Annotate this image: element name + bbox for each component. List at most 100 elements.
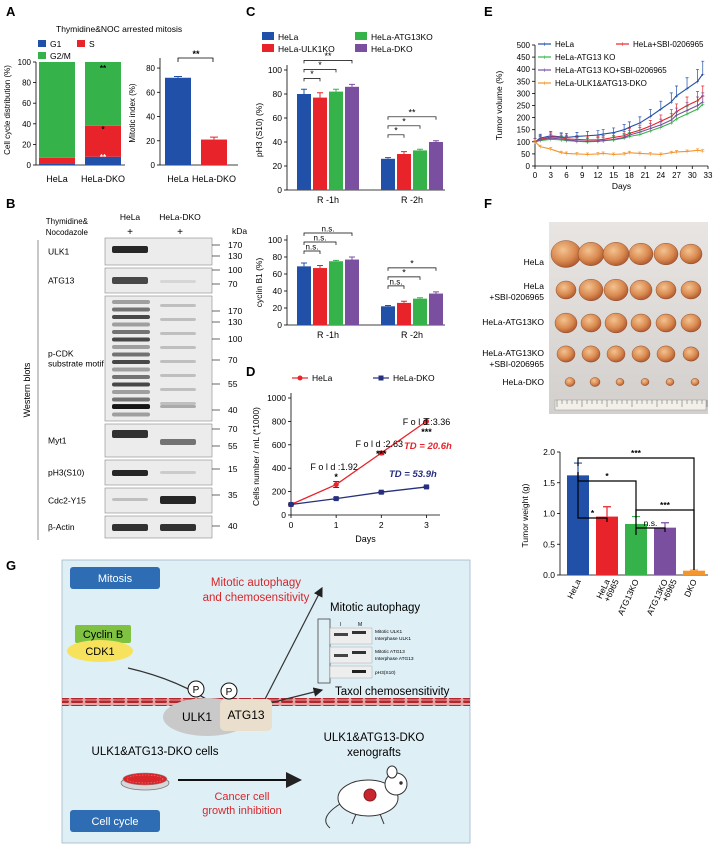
legend-swatch-hela bbox=[262, 32, 274, 40]
panel-letter-b: B bbox=[6, 196, 15, 211]
cdk1-ellipse bbox=[67, 640, 133, 662]
x-axis-label: Days bbox=[355, 534, 376, 544]
data-point: + bbox=[586, 152, 590, 159]
x-tick-label: 15 bbox=[609, 171, 618, 180]
data-point: + bbox=[559, 150, 563, 157]
mini-blot-ph3 bbox=[329, 665, 373, 679]
error-bar bbox=[661, 522, 669, 528]
error-bar bbox=[538, 144, 542, 147]
error-bar bbox=[301, 88, 307, 94]
y-tick-label: 60 bbox=[22, 99, 31, 108]
x-axis-label: Days bbox=[612, 181, 631, 191]
band bbox=[112, 337, 150, 342]
tumor bbox=[556, 345, 576, 363]
legend-swatch-s bbox=[77, 40, 85, 47]
band bbox=[112, 382, 150, 387]
bar bbox=[429, 293, 443, 325]
error-bar bbox=[696, 148, 700, 151]
data-point: + bbox=[659, 152, 663, 159]
y-tick-label: 20 bbox=[273, 161, 283, 171]
sig-star: *** bbox=[376, 449, 387, 459]
xtick-dko: HeLa-DKO bbox=[192, 174, 236, 184]
error-bar bbox=[401, 300, 407, 303]
y-tick-label: 40 bbox=[273, 286, 283, 296]
y-axis-label: Tumor weight (g) bbox=[520, 483, 530, 547]
sig-bracket bbox=[387, 276, 421, 280]
y-tick-label: 0 bbox=[277, 185, 282, 195]
band bbox=[112, 352, 150, 357]
sig-bracket bbox=[577, 472, 637, 528]
y-tick-label: 80 bbox=[273, 252, 283, 262]
bar-g1 bbox=[39, 163, 75, 165]
bar bbox=[654, 527, 676, 575]
fold-label: F o l d :3.36 bbox=[403, 417, 451, 427]
sig-bracket bbox=[387, 285, 405, 289]
error-bar bbox=[638, 127, 642, 133]
data-point: + bbox=[696, 79, 700, 86]
data-point: + bbox=[533, 139, 537, 146]
band bbox=[160, 524, 196, 531]
data-point: + bbox=[565, 137, 569, 144]
bars-group bbox=[39, 62, 121, 165]
error-bar bbox=[601, 151, 605, 154]
data-point: + bbox=[675, 93, 679, 100]
y-tick-label: 200 bbox=[272, 487, 286, 497]
y-tick-label: 60 bbox=[273, 113, 283, 123]
tumor bbox=[653, 242, 679, 265]
data-point: + bbox=[638, 130, 642, 137]
band bbox=[160, 405, 196, 408]
data-point: + bbox=[622, 151, 626, 158]
legend-s: S bbox=[89, 39, 95, 49]
error-bar bbox=[627, 150, 631, 153]
arrow-top-label: Mitotic autophagy bbox=[330, 602, 420, 614]
marker-label: 130 bbox=[228, 317, 242, 327]
panel-letter-a: A bbox=[6, 4, 16, 19]
panel-c: C HeLa HeLa-ULK1KO HeLa-ATG13KO HeLa-DKO… bbox=[246, 4, 445, 340]
sig-label: * bbox=[410, 258, 414, 268]
band bbox=[112, 277, 148, 284]
bar-g2m bbox=[39, 62, 75, 158]
photo-label-dko: HeLa-DKO bbox=[502, 377, 544, 387]
x-tick-label: DKO bbox=[682, 577, 699, 598]
sig-star: ** bbox=[192, 49, 200, 59]
marker-label: 40 bbox=[228, 405, 238, 415]
error-bar bbox=[433, 291, 439, 294]
x-tick-label: 3 bbox=[424, 520, 429, 530]
bar bbox=[381, 158, 395, 190]
x-tick-label: 1 bbox=[334, 520, 339, 530]
tick-group: 0 20 40 60 80 bbox=[146, 64, 160, 170]
band bbox=[160, 402, 196, 405]
mitotic-index-chart: Mitotic index (%) 0 20 40 60 80 ** HeLa HeLa… bbox=[128, 49, 238, 184]
treatment-line1: Thymidine& bbox=[46, 217, 89, 226]
inhibition-line2: growth inhibition bbox=[202, 805, 282, 817]
y-tick-label: 0 bbox=[151, 161, 156, 170]
photo-label-hela: HeLa bbox=[524, 257, 545, 267]
blot-label: ULK1 bbox=[48, 247, 70, 257]
data-point: + bbox=[596, 139, 600, 146]
sig-bracket bbox=[635, 527, 666, 535]
data-point: + bbox=[622, 136, 626, 143]
data-point: + bbox=[596, 139, 600, 146]
blot-label: ATG13 bbox=[48, 276, 75, 286]
y-tick-label: 1000 bbox=[267, 393, 286, 403]
error-bar bbox=[417, 297, 423, 299]
legend-label: HeLa bbox=[555, 40, 575, 49]
data-point: + bbox=[659, 125, 663, 132]
sig-bracket bbox=[387, 134, 405, 138]
bars-group bbox=[165, 76, 227, 165]
tumor bbox=[580, 313, 602, 333]
sig-bracket bbox=[577, 472, 608, 522]
error-bar bbox=[549, 133, 553, 139]
data-point: + bbox=[601, 138, 605, 145]
marker-label: 70 bbox=[228, 279, 238, 289]
panel-d: D HeLa HeLa-DKO Cells number / mL (*1000… bbox=[246, 364, 452, 544]
series-line bbox=[534, 141, 703, 155]
data-point: + bbox=[612, 137, 616, 144]
mini-lane-i: I bbox=[340, 622, 341, 628]
y-tick-label: 80 bbox=[146, 64, 155, 73]
data-point: + bbox=[533, 139, 537, 146]
y-tick-label: 350 bbox=[517, 77, 531, 86]
y-tick-label: 80 bbox=[273, 89, 283, 99]
data-point: + bbox=[685, 108, 689, 115]
